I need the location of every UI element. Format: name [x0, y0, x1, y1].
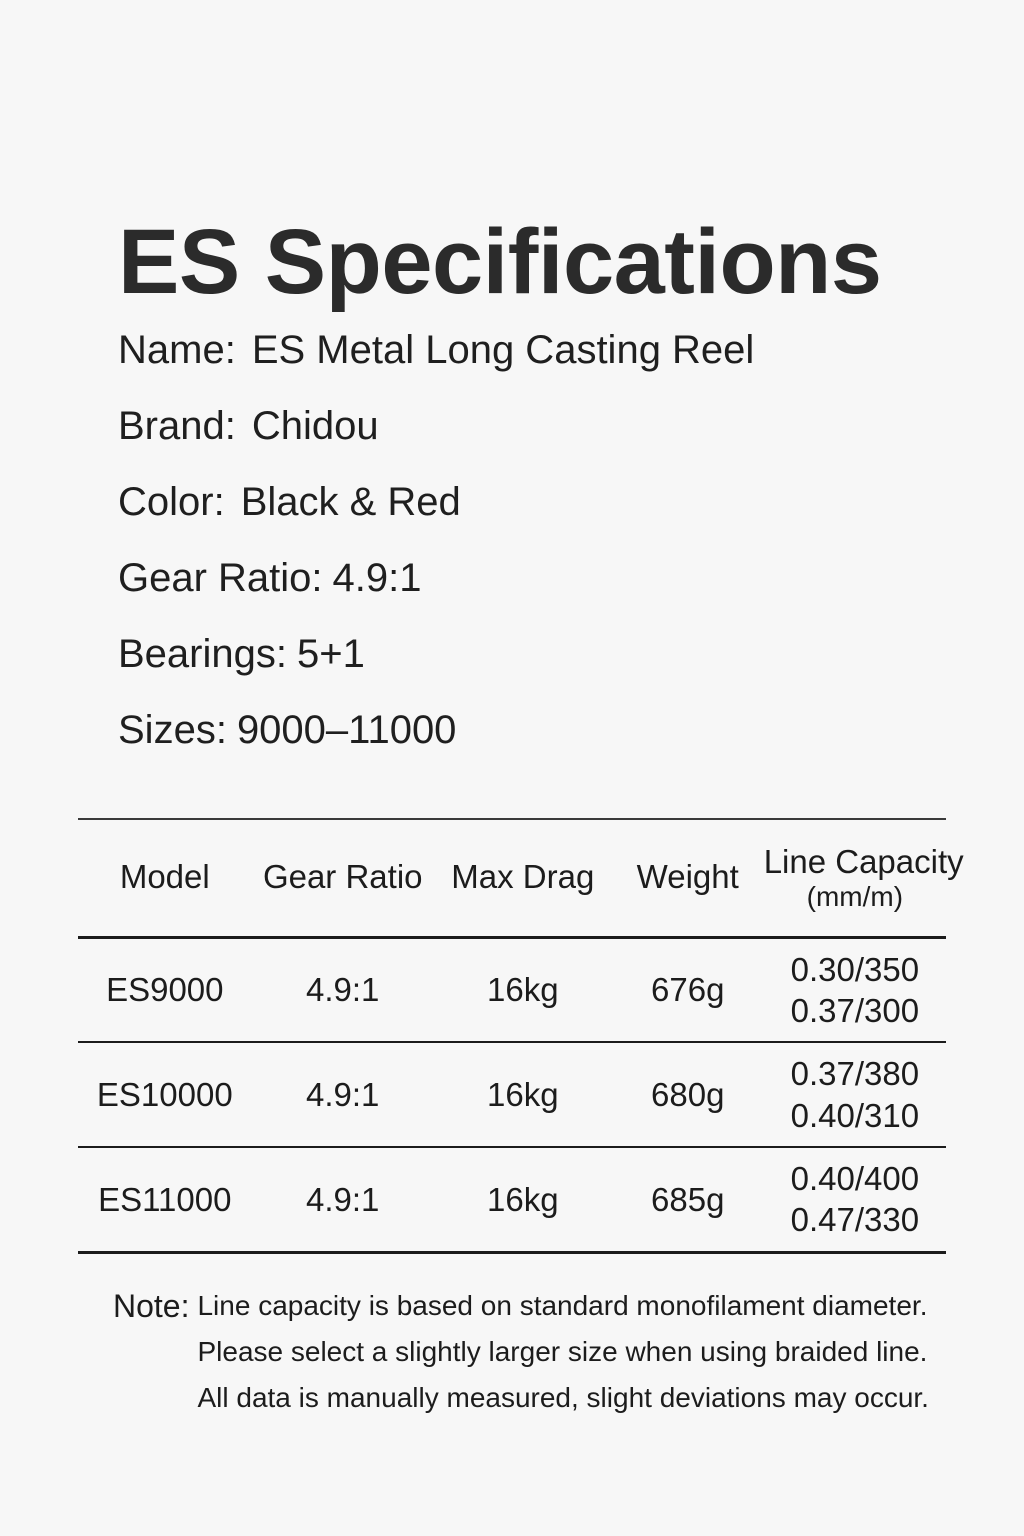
note-label: Note: — [113, 1288, 190, 1324]
spec-label-gear-ratio: Gear Ratio: — [118, 556, 323, 600]
cell-max-drag: 16kg — [433, 1146, 612, 1252]
column-header-line-capacity-label: Line Capacity — [763, 842, 964, 880]
cell-model: ES10000 — [78, 1041, 252, 1147]
cell-gear-ratio: 4.9:1 — [251, 935, 434, 1042]
spec-value-color: Black & Red — [240, 480, 461, 524]
note-line: All data is manually measured, slight de… — [197, 1382, 929, 1413]
cell-weight: 680g — [611, 1041, 764, 1147]
table-bottom-rule-row — [78, 1250, 946, 1255]
note-lines: Line capacity is based on standard monof… — [197, 1283, 963, 1421]
table-bottom-rule — [433, 1250, 612, 1255]
cell-line-capacity: 0.40/400 0.47/330 — [763, 1146, 946, 1252]
cell-gear-ratio: 4.9:1 — [251, 1146, 434, 1252]
table-body: ES9000 4.9:1 16kg 676g 0.30/350 0.37/300… — [78, 935, 946, 1255]
line-capacity-primary: 0.30/350 — [790, 950, 920, 988]
column-header-gear-ratio: Gear Ratio — [251, 818, 434, 937]
cell-model: ES11000 — [78, 1146, 252, 1252]
spec-row-gear-ratio: Gear Ratio: 4.9:1 — [118, 556, 938, 632]
page-title: ES Specifications — [118, 210, 882, 313]
note-line: Please select a slightly larger size whe… — [197, 1336, 928, 1367]
column-header-line-capacity: Line Capacity (mm/m) — [763, 818, 964, 937]
column-header-weight: Weight — [611, 818, 764, 937]
line-capacity-primary: 0.37/380 — [790, 1055, 920, 1093]
spec-row-name: Name: ES Metal Long Casting Reel — [118, 328, 938, 404]
cell-model: ES9000 — [78, 935, 252, 1042]
column-header-line-capacity-unit: (mm/m) — [806, 880, 904, 912]
spec-row-brand: Brand: Chidou — [118, 404, 938, 480]
line-capacity-secondary: 0.37/300 — [790, 991, 920, 1029]
cell-line-capacity: 0.30/350 0.37/300 — [763, 935, 946, 1042]
table-header: Model Gear Ratio Max Drag Weight Line Ca… — [78, 818, 964, 937]
table-bottom-rule — [763, 1250, 946, 1255]
table-bottom-rule — [78, 1250, 252, 1255]
spec-label-name: Name: — [118, 328, 236, 372]
spec-value-brand: Chidou — [251, 404, 379, 448]
cell-gear-ratio: 4.9:1 — [251, 1041, 434, 1147]
specification-list: Name: ES Metal Long Casting Reel Brand: … — [118, 328, 938, 784]
table-header-row: Model Gear Ratio Max Drag Weight Line Ca… — [78, 818, 964, 937]
spec-label-sizes: Sizes: — [118, 708, 227, 752]
spec-value-gear-ratio: 4.9:1 — [332, 556, 422, 600]
spec-label-bearings: Bearings: — [118, 632, 287, 676]
cell-max-drag: 16kg — [433, 935, 612, 1042]
cell-weight: 676g — [611, 935, 764, 1042]
spec-value-bearings: 5+1 — [296, 632, 365, 676]
cell-weight: 685g — [611, 1146, 764, 1252]
spec-row-bearings: Bearings: 5+1 — [118, 632, 938, 708]
spec-row-color: Color: Black & Red — [118, 480, 938, 556]
spec-value-name: ES Metal Long Casting Reel — [251, 328, 755, 372]
spec-row-sizes: Sizes: 9000–11000 — [118, 708, 938, 784]
table-row: ES10000 4.9:1 16kg 680g 0.37/380 0.40/31… — [78, 1041, 946, 1147]
table-row: ES9000 4.9:1 16kg 676g 0.30/350 0.37/300 — [78, 935, 946, 1042]
spec-value-sizes: 9000–11000 — [236, 708, 457, 752]
spec-label-color: Color: — [118, 480, 225, 524]
specifications-table: Model Gear Ratio Max Drag Weight Line Ca… — [78, 818, 964, 1255]
line-capacity-secondary: 0.40/310 — [790, 1096, 920, 1134]
line-capacity-secondary: 0.47/330 — [790, 1201, 920, 1239]
column-header-model: Model — [78, 818, 252, 937]
column-header-max-drag: Max Drag — [433, 818, 612, 937]
cell-line-capacity: 0.37/380 0.40/310 — [763, 1041, 946, 1147]
table-bottom-rule — [251, 1250, 434, 1255]
note-block: Note: Line capacity is based on standard… — [113, 1283, 963, 1421]
note-line: Line capacity is based on standard monof… — [197, 1290, 928, 1321]
line-capacity-primary: 0.40/400 — [790, 1160, 920, 1197]
table-bottom-rule — [611, 1250, 764, 1255]
spec-label-brand: Brand: — [118, 404, 236, 448]
table-row: ES11000 4.9:1 16kg 685g 0.40/400 0.47/33… — [78, 1146, 946, 1252]
cell-max-drag: 16kg — [433, 1041, 612, 1147]
